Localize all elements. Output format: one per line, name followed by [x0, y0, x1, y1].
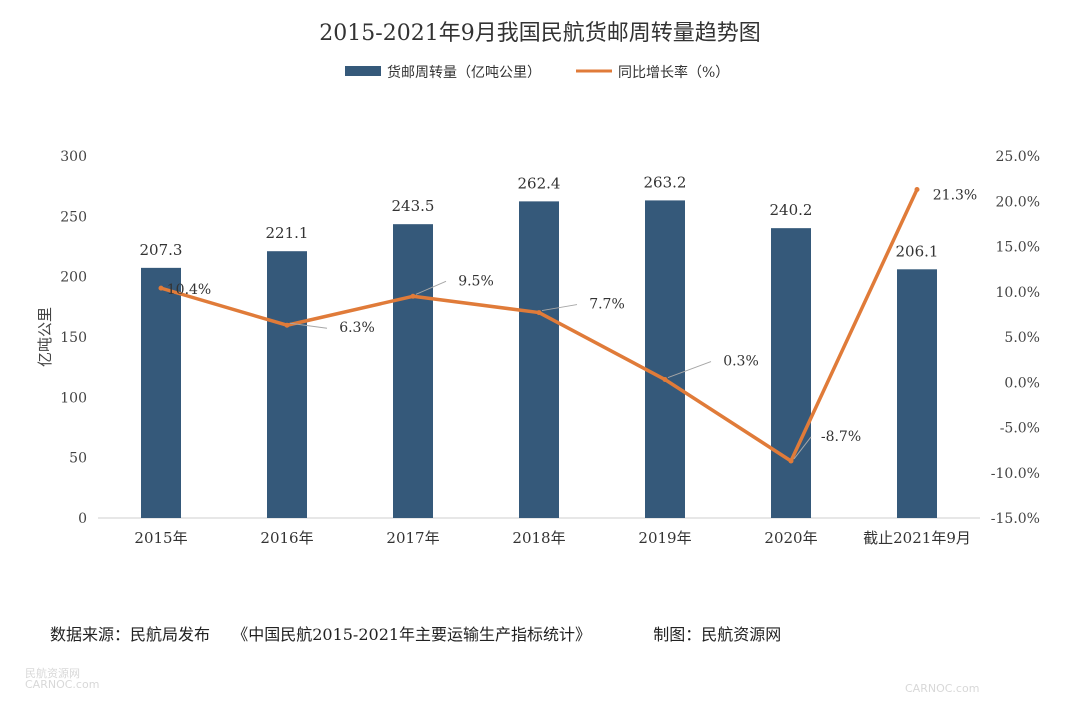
x-tick-label: 2018年 [512, 529, 565, 547]
legend-line-label: 同比增长率（%） [618, 64, 729, 81]
bar [771, 228, 811, 518]
bar-value-label: 262.4 [518, 174, 561, 192]
line-value-label: 9.5% [458, 273, 494, 289]
line-label-leader [793, 436, 812, 460]
x-tick-label: 截止2021年9月 [863, 529, 971, 547]
bar [267, 251, 307, 518]
y2-tick-label: 0.0% [1004, 375, 1040, 391]
y-tick-label: 50 [69, 451, 87, 467]
legend-bar-label: 货邮周转量（亿吨公里） [387, 64, 541, 81]
x-tick-label: 2017年 [386, 529, 439, 547]
line-label-leader [667, 361, 712, 379]
x-tick-label: 2020年 [764, 529, 817, 547]
bar-value-label: 263.2 [644, 173, 687, 191]
y-tick-label: 0 [78, 511, 87, 527]
y2-tick-label: -15.0% [991, 511, 1040, 527]
line-label-leader [289, 322, 328, 329]
line-value-label: 7.7% [589, 297, 625, 313]
line-point [410, 293, 416, 299]
y2-tick-label: 25.0% [996, 149, 1040, 165]
line-value-label: 10.4% [167, 282, 211, 298]
bar [519, 201, 559, 518]
bar [141, 267, 181, 518]
line-label-leader [415, 280, 447, 295]
bar-value-label: 207.3 [140, 241, 183, 259]
source-label: 数据来源：民航局发布 [50, 625, 211, 644]
x-tick-label: 2019年 [638, 529, 691, 547]
x-tick-label: 2016年 [260, 529, 313, 547]
bar-value-label: 240.2 [770, 201, 813, 219]
bar [393, 224, 433, 518]
bar-value-label: 206.1 [896, 242, 939, 260]
line-point [284, 322, 290, 328]
line-point [662, 377, 668, 383]
bar-value-label: 221.1 [266, 224, 309, 242]
line-label-leader [541, 304, 578, 312]
line-point [536, 310, 542, 316]
bar [645, 200, 685, 518]
y2-tick-label: -5.0% [1000, 421, 1040, 437]
bar-value-label: 243.5 [392, 197, 435, 215]
source-footer: 数据来源：民航局发布 《中国民航2015-2021年主要运输生产指标统计》 制图… [50, 621, 781, 645]
y2-tick-label: 10.0% [996, 285, 1040, 301]
line-point [914, 186, 920, 192]
y2-tick-label: 5.0% [1004, 330, 1040, 346]
watermark-left-bottom: CARNOC.com [25, 678, 100, 691]
line-value-label: 0.3% [723, 354, 759, 370]
y2-tick-label: -10.0% [991, 466, 1040, 482]
y-tick-label: 250 [60, 209, 87, 225]
line-point [788, 458, 794, 464]
y-tick-label: 300 [60, 149, 87, 165]
source-document: 《中国民航2015-2021年主要运输生产指标统计》 [232, 625, 592, 644]
y2-tick-label: 20.0% [996, 194, 1040, 210]
y2-tick-label: 15.0% [996, 240, 1040, 256]
chart-credit: 制图：民航资源网 [653, 625, 782, 644]
line-value-label: 6.3% [339, 320, 375, 336]
y-axis-label: 亿吨公里 [36, 307, 54, 367]
line-value-label: -8.7% [821, 429, 861, 445]
bar [897, 269, 937, 518]
y-tick-label: 100 [60, 390, 87, 406]
line-value-label: 21.3% [933, 187, 977, 203]
y-tick-label: 200 [60, 270, 87, 286]
watermark-left-top: 民航资源网 [25, 667, 80, 680]
line-point [158, 285, 164, 291]
chart-title: 2015-2021年9月我国民航货邮周转量趋势图 [319, 21, 760, 46]
watermark-left: 民航资源网 CARNOC.com [25, 668, 99, 690]
y-tick-label: 150 [60, 330, 87, 346]
legend-bar-swatch [345, 66, 381, 76]
x-tick-label: 2015年 [134, 529, 187, 547]
watermark-right: CARNOC.com [905, 682, 980, 695]
